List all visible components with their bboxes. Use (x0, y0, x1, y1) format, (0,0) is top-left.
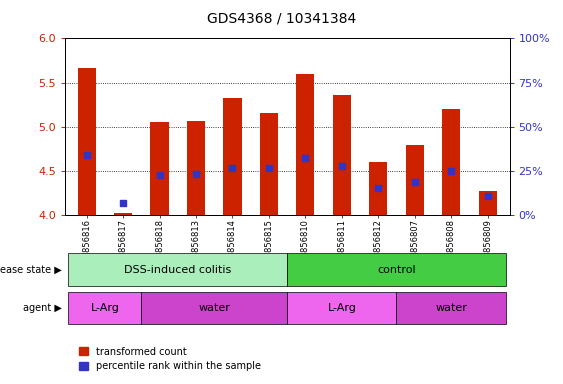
Bar (114, 213, 132, 215)
Bar (405, 145, 424, 215)
Text: agent ▶: agent ▶ (23, 303, 62, 313)
Point (374, 185, 383, 191)
Point (228, 165, 237, 171)
Point (119, 200, 128, 206)
Text: control: control (377, 265, 416, 275)
Bar (296, 74, 315, 215)
Bar (224, 98, 242, 215)
Bar (333, 95, 351, 215)
Point (446, 168, 455, 174)
Point (191, 171, 200, 177)
Text: water: water (435, 303, 467, 313)
Point (410, 179, 419, 185)
Point (337, 162, 346, 169)
Text: DSS-induced colitis: DSS-induced colitis (124, 265, 231, 275)
Bar (78, 68, 96, 215)
Point (155, 172, 164, 178)
Legend: transformed count, percentile rank within the sample: transformed count, percentile rank withi… (75, 343, 265, 375)
Bar (150, 122, 169, 215)
Text: L-Arg: L-Arg (327, 303, 356, 313)
Bar (260, 113, 278, 215)
Bar (479, 191, 497, 215)
Point (301, 154, 310, 161)
Bar (187, 121, 205, 215)
Text: L-Arg: L-Arg (91, 303, 119, 313)
Text: water: water (198, 303, 230, 313)
Text: GDS4368 / 10341384: GDS4368 / 10341384 (207, 12, 356, 25)
Point (483, 194, 492, 200)
Text: disease state ▶: disease state ▶ (0, 265, 62, 275)
Point (82, 152, 91, 158)
Bar (442, 109, 461, 215)
Bar (369, 162, 387, 215)
Point (265, 165, 274, 171)
